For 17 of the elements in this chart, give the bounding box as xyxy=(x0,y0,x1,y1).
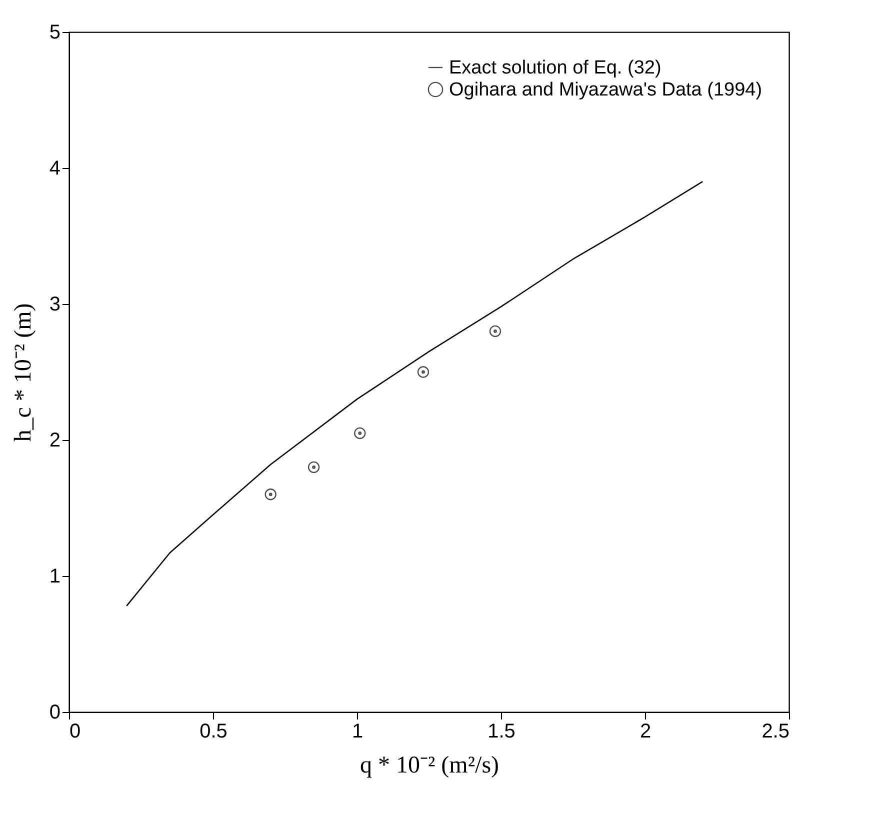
y-tick-label: 0 xyxy=(49,702,60,724)
line-series xyxy=(126,180,704,607)
x-tick-label: 1.5 xyxy=(488,720,516,742)
x-axis-title: q * 10⁻² (m²/s) xyxy=(360,752,500,778)
x-tick-label: 0.5 xyxy=(200,720,228,742)
y-tick-label: 4 xyxy=(49,158,60,180)
legend-label: Exact solution of Eq. (32) xyxy=(449,58,662,78)
y-tick-label: 5 xyxy=(49,22,60,44)
y-axis-title: h_c * 10⁻² (m) xyxy=(10,303,36,442)
y-tick-label: 3 xyxy=(49,294,60,316)
x-tick-label: 2 xyxy=(640,720,652,742)
x-tick-label: 2.5 xyxy=(762,720,790,742)
y-tick-label: 1 xyxy=(49,566,60,588)
y-tick-label: 2 xyxy=(49,430,60,452)
x-tick-label: 0 xyxy=(70,720,81,742)
x-tick-label: 1 xyxy=(352,720,364,742)
legend-label: Ogihara and Miyazawa's Data (1994) xyxy=(449,80,762,100)
